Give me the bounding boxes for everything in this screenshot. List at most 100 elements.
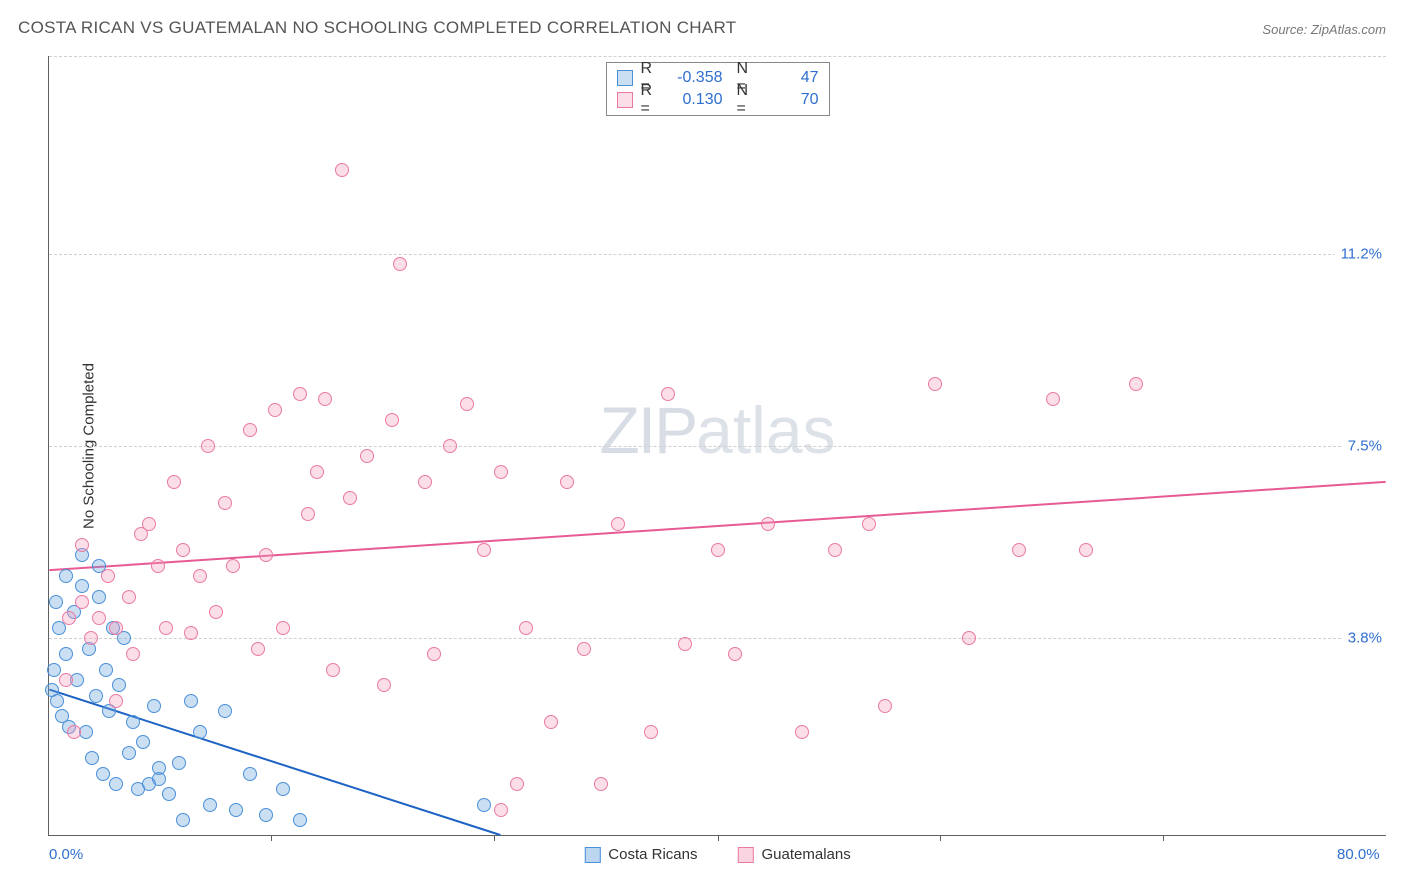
- scatter-point: [259, 808, 273, 822]
- x-tick-mark: [494, 835, 495, 841]
- scatter-point: [828, 543, 842, 557]
- scatter-point: [494, 465, 508, 479]
- scatter-point: [360, 449, 374, 463]
- scatter-point: [75, 595, 89, 609]
- legend-item: Costa Ricans: [584, 846, 697, 863]
- scatter-point: [203, 798, 217, 812]
- scatter-point: [577, 642, 591, 656]
- scatter-point: [142, 517, 156, 531]
- scatter-point: [89, 689, 103, 703]
- scatter-point: [193, 569, 207, 583]
- scatter-point: [59, 673, 73, 687]
- scatter-point: [594, 777, 608, 791]
- scatter-point: [109, 694, 123, 708]
- gridline-h: [49, 446, 1386, 447]
- scatter-point: [218, 496, 232, 510]
- scatter-point: [343, 491, 357, 505]
- scatter-point: [477, 798, 491, 812]
- scatter-point: [126, 715, 140, 729]
- n-label: N =: [737, 82, 757, 118]
- scatter-point: [122, 746, 136, 760]
- scatter-point: [84, 631, 98, 645]
- scatter-point: [678, 637, 692, 651]
- gridline-h: [49, 638, 1386, 639]
- gridline-h: [49, 56, 1386, 57]
- scatter-point: [1012, 543, 1026, 557]
- scatter-point: [276, 782, 290, 796]
- scatter-point: [243, 423, 257, 437]
- scatter-point: [184, 626, 198, 640]
- scatter-point: [477, 543, 491, 557]
- scatter-point: [761, 517, 775, 531]
- x-tick-label: 80.0%: [1337, 846, 1380, 863]
- scatter-point: [122, 590, 136, 604]
- scatter-point: [560, 475, 574, 489]
- scatter-point: [75, 579, 89, 593]
- scatter-point: [59, 647, 73, 661]
- scatter-point: [151, 559, 165, 573]
- legend-item: Guatemalans: [737, 846, 850, 863]
- scatter-point: [59, 569, 73, 583]
- scatter-point: [109, 777, 123, 791]
- n-value: 70: [765, 91, 819, 109]
- chart-title: COSTA RICAN VS GUATEMALAN NO SCHOOLING C…: [18, 18, 736, 38]
- scatter-point: [427, 647, 441, 661]
- scatter-point: [293, 813, 307, 827]
- r-value: -0.358: [669, 69, 723, 87]
- scatter-point: [326, 663, 340, 677]
- scatter-point: [494, 803, 508, 817]
- scatter-point: [167, 475, 181, 489]
- scatter-point: [1129, 377, 1143, 391]
- scatter-point: [218, 704, 232, 718]
- scatter-point: [335, 163, 349, 177]
- scatter-point: [711, 543, 725, 557]
- series-legend: Costa Ricans Guatemalans: [584, 846, 850, 863]
- scatter-point: [268, 403, 282, 417]
- scatter-point: [162, 787, 176, 801]
- trend-line: [49, 690, 500, 835]
- scatter-point: [293, 387, 307, 401]
- x-tick-mark: [940, 835, 941, 841]
- scatter-point: [50, 694, 64, 708]
- scatter-plot: ZIPatlas R =-0.358N =47R =0.130N =70 Cos…: [48, 56, 1386, 836]
- stats-swatch: [617, 92, 633, 108]
- r-value: 0.130: [669, 91, 723, 109]
- scatter-point: [544, 715, 558, 729]
- scatter-point: [126, 647, 140, 661]
- scatter-point: [276, 621, 290, 635]
- scatter-point: [243, 767, 257, 781]
- scatter-point: [862, 517, 876, 531]
- scatter-point: [96, 767, 110, 781]
- scatter-point: [519, 621, 533, 635]
- scatter-point: [101, 569, 115, 583]
- scatter-point: [112, 678, 126, 692]
- scatter-point: [62, 611, 76, 625]
- scatter-point: [92, 611, 106, 625]
- legend-swatch: [737, 847, 753, 863]
- scatter-point: [510, 777, 524, 791]
- y-tick-label: 11.2%: [1335, 245, 1388, 262]
- scatter-point: [67, 725, 81, 739]
- scatter-point: [1079, 543, 1093, 557]
- scatter-point: [226, 559, 240, 573]
- scatter-point: [418, 475, 432, 489]
- scatter-point: [209, 605, 223, 619]
- correlation-stats-box: R =-0.358N =47R =0.130N =70: [606, 62, 830, 116]
- x-tick-mark: [718, 835, 719, 841]
- x-tick-mark: [1163, 835, 1164, 841]
- scatter-point: [728, 647, 742, 661]
- scatter-point: [301, 507, 315, 521]
- scatter-point: [251, 642, 265, 656]
- scatter-point: [85, 751, 99, 765]
- scatter-point: [201, 439, 215, 453]
- source-label: Source:: [1262, 22, 1307, 37]
- scatter-point: [99, 663, 113, 677]
- gridline-h: [49, 254, 1386, 255]
- scatter-point: [75, 538, 89, 552]
- scatter-point: [47, 663, 61, 677]
- scatter-point: [49, 595, 63, 609]
- n-value: 47: [765, 69, 819, 87]
- scatter-point: [152, 761, 166, 775]
- scatter-point: [176, 813, 190, 827]
- scatter-point: [184, 694, 198, 708]
